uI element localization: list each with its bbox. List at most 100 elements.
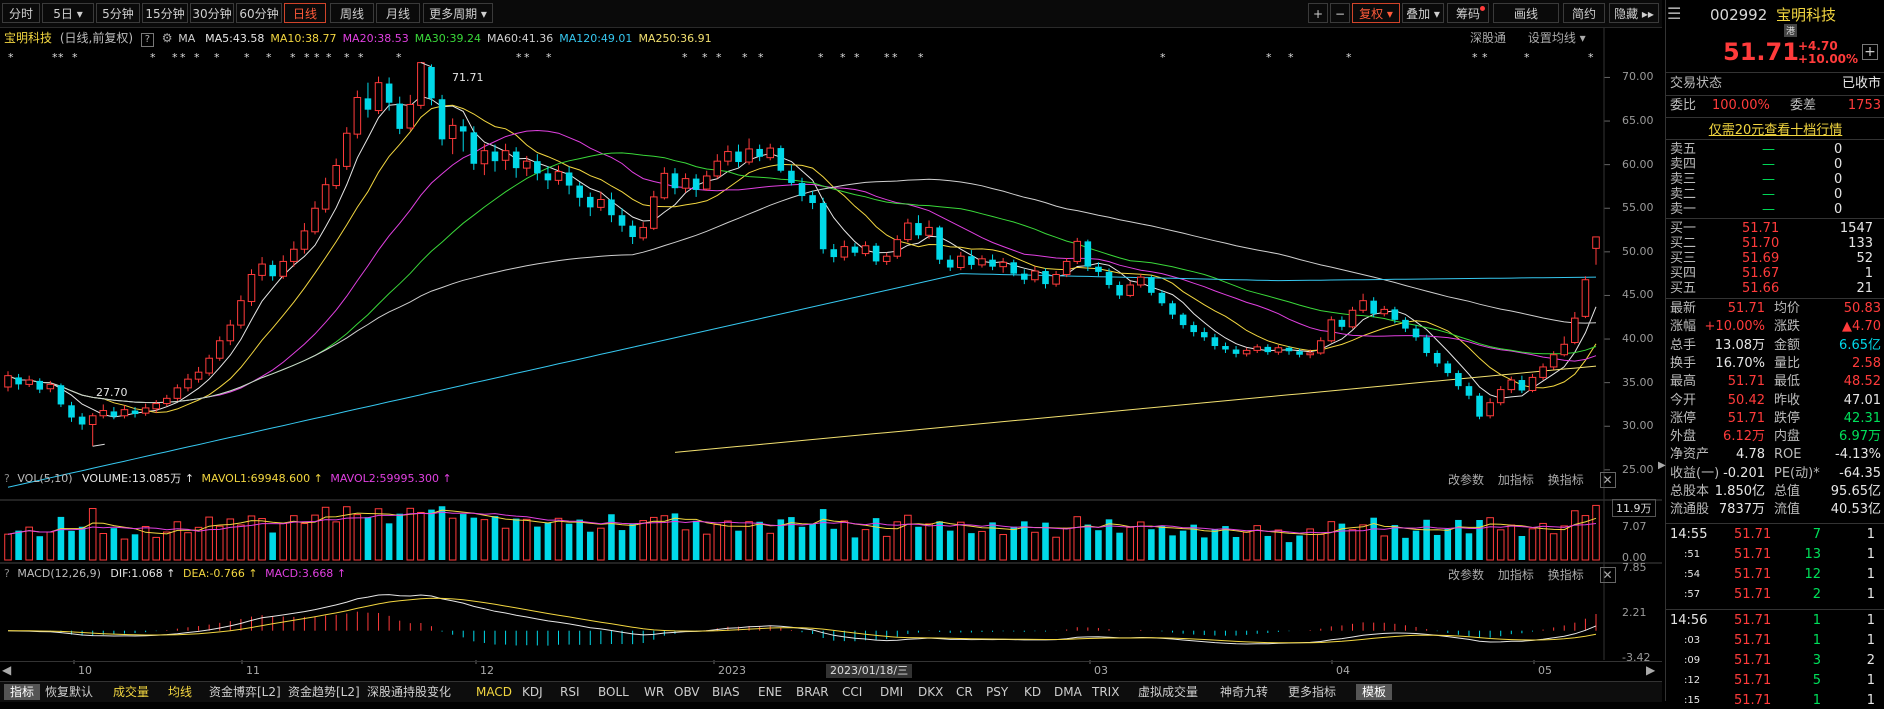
indicator-tab-17[interactable]: DMI — [880, 685, 904, 699]
toolbar-right-4[interactable]: 筹码 — [1447, 3, 1489, 23]
event-star-icon[interactable]: * — [742, 51, 748, 64]
event-star-icon[interactable]: * — [150, 51, 156, 64]
scroll-left-icon[interactable]: ◀ — [2, 663, 12, 677]
event-star-icon[interactable]: * — [344, 51, 350, 64]
period-tab-4[interactable]: 30分钟 — [190, 3, 234, 23]
indicator-tab-23[interactable]: TRIX — [1092, 685, 1120, 699]
event-star-icon[interactable]: * — [702, 51, 708, 64]
set-ma-link[interactable]: 设置均线 ▾ — [1527, 31, 1586, 45]
event-star-icon[interactable]: * — [194, 51, 200, 64]
event-star-icon[interactable]: * — [1524, 51, 1530, 64]
event-star-icon[interactable]: * — [58, 51, 64, 64]
indicator-tab-16[interactable]: CCI — [842, 685, 863, 699]
close-icon[interactable]: ✕ — [1599, 472, 1616, 488]
event-star-icon[interactable]: * — [1588, 51, 1594, 64]
period-tab-3[interactable]: 15分钟 — [142, 3, 188, 23]
toolbar-right-0[interactable]: + — [1308, 3, 1328, 23]
indicator-tab-25[interactable]: 神奇九转 — [1220, 685, 1269, 699]
help-icon[interactable]: ? — [4, 567, 10, 580]
indicator-tab-19[interactable]: CR — [956, 685, 973, 699]
indicator-tab-13[interactable]: BIAS — [712, 685, 740, 699]
switch-indicator-link[interactable]: 换指标 — [1547, 473, 1584, 487]
indicator-tab-3[interactable]: 均线 — [168, 685, 193, 699]
toolbar-right-1[interactable]: − — [1330, 3, 1350, 23]
indicator-tab-26[interactable]: 更多指标 — [1288, 685, 1337, 699]
gear-icon[interactable]: ⚙ — [161, 31, 173, 45]
indicator-tab-15[interactable]: BRAR — [796, 685, 829, 699]
period-tab-6[interactable]: 日线 — [284, 3, 326, 23]
event-star-icon[interactable]: * — [396, 51, 402, 64]
event-star-icon[interactable]: * — [314, 51, 320, 64]
toolbar-right-2[interactable]: 复权 ▾ — [1352, 3, 1400, 23]
event-star-icon[interactable]: * — [892, 51, 898, 64]
event-star-icon[interactable]: * — [290, 51, 296, 64]
event-star-icon[interactable]: * — [1266, 51, 1272, 64]
event-star-icon[interactable]: * — [546, 51, 552, 64]
indicator-tab-24[interactable]: 虚拟成交量 — [1138, 685, 1199, 699]
toolbar-right-7[interactable]: 隐藏 ▸▸ — [1609, 3, 1659, 23]
close-icon[interactable]: ✕ — [1599, 567, 1616, 583]
event-star-icon[interactable]: * — [1482, 51, 1488, 64]
edit-params-link[interactable]: 改参数 — [1448, 568, 1485, 582]
add-indicator-link[interactable]: 加指标 — [1497, 568, 1534, 582]
hk-connect-link[interactable]: 深股通 — [1470, 31, 1507, 45]
toolbar-right-5[interactable]: 画线 — [1493, 3, 1559, 23]
scroll-right-icon[interactable]: ▶ — [1646, 663, 1656, 677]
event-star-icon[interactable]: * — [1472, 51, 1478, 64]
event-star-icon[interactable]: * — [180, 51, 186, 64]
event-star-icon[interactable]: * — [72, 51, 78, 64]
kline-chart-area[interactable]: * * * * * * * * * * * * * * * * * * * * * * * * * * * * * * * * * * * * * * * * — [0, 0, 1662, 681]
period-tab-0[interactable]: 分时 — [2, 3, 40, 23]
indicator-tab-9[interactable]: RSI — [560, 685, 580, 699]
event-star-icon[interactable]: * — [244, 51, 250, 64]
event-star-icon[interactable]: * — [172, 51, 178, 64]
add-indicator-link[interactable]: 加指标 — [1497, 473, 1534, 487]
help-icon[interactable]: ? — [4, 472, 10, 485]
period-tab-2[interactable]: 5分钟 — [96, 3, 140, 23]
indicator-tab-14[interactable]: ENE — [758, 685, 783, 699]
add-watchlist-button[interactable]: + — [1862, 44, 1878, 60]
event-star-icon[interactable]: * — [266, 51, 272, 64]
menu-icon[interactable]: ☰ — [1667, 4, 1682, 23]
indicator-tab-8[interactable]: KDJ — [522, 685, 543, 699]
event-star-icon[interactable]: * — [516, 51, 522, 64]
event-star-icon[interactable]: * — [1346, 51, 1352, 64]
toolbar-right-6[interactable]: 简约 — [1563, 3, 1605, 23]
indicator-tab-21[interactable]: KD — [1024, 685, 1042, 699]
indicator-tab-20[interactable]: PSY — [986, 685, 1009, 699]
indicator-tab-6[interactable]: 深股通持股变化 — [367, 685, 452, 699]
event-star-icon[interactable]: * — [304, 51, 310, 64]
edit-params-link[interactable]: 改参数 — [1448, 473, 1485, 487]
period-tab-1[interactable]: 5日 ▾ — [42, 3, 94, 23]
ten-level-promo-link[interactable]: 仅需20元查看十档行情 — [1708, 123, 1843, 138]
event-star-icon[interactable]: * — [884, 51, 890, 64]
collapse-panel-icon[interactable]: ▶ — [1658, 460, 1666, 471]
indicator-tab-4[interactable]: 资金博弈[L2] — [209, 685, 281, 699]
indicator-tab-11[interactable]: WR — [644, 685, 665, 699]
indicator-tab-10[interactable]: BOLL — [598, 685, 629, 699]
period-tab-8[interactable]: 月线 — [376, 3, 420, 23]
event-star-icon[interactable]: * — [1288, 51, 1294, 64]
event-star-icon[interactable]: * — [8, 51, 14, 64]
switch-indicator-link[interactable]: 换指标 — [1547, 568, 1584, 582]
event-star-icon[interactable]: * — [326, 51, 332, 64]
event-star-icon[interactable]: * — [716, 51, 722, 64]
event-star-icon[interactable]: * — [840, 51, 846, 64]
event-star-icon[interactable]: * — [1160, 51, 1166, 64]
event-star-icon[interactable]: * — [524, 51, 530, 64]
indicator-tab-0[interactable]: 指标 — [4, 684, 41, 700]
indicator-tab-2[interactable]: 成交量 — [113, 685, 150, 699]
event-star-icon[interactable]: * — [358, 51, 364, 64]
period-tab-5[interactable]: 60分钟 — [236, 3, 282, 23]
event-star-icon[interactable]: * — [682, 51, 688, 64]
indicator-tab-1[interactable]: 恢复默认 — [45, 685, 94, 699]
event-star-icon[interactable]: * — [918, 51, 924, 64]
event-star-icon[interactable]: * — [52, 51, 58, 64]
indicator-tab-22[interactable]: DMA — [1054, 685, 1082, 699]
event-star-icon[interactable]: * — [818, 51, 824, 64]
event-star-icon[interactable]: * — [854, 51, 860, 64]
toolbar-right-3[interactable]: 叠加 ▾ — [1402, 3, 1444, 23]
indicator-tab-12[interactable]: OBV — [674, 685, 700, 699]
indicator-tab-7[interactable]: MACD — [476, 685, 512, 699]
indicator-tab-27[interactable]: 模板 — [1356, 684, 1393, 700]
